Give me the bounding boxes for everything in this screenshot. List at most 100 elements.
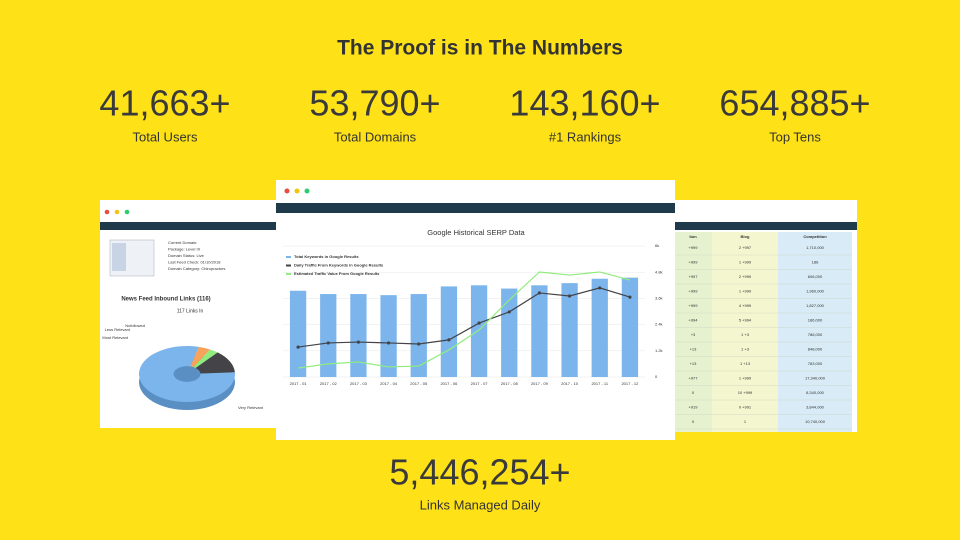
table-cell: 786,000 xyxy=(808,332,823,337)
legend-label: Total Keywords in Google Results xyxy=(294,254,359,259)
line-point xyxy=(537,291,542,295)
line xyxy=(298,287,631,348)
y-tick-label: 1.2k xyxy=(655,348,663,353)
pie-label: Less Relevant xyxy=(105,327,131,332)
x-tick-label: 2017 - 07 xyxy=(471,381,489,386)
legend-swatch xyxy=(286,256,291,258)
table-cell: +999 xyxy=(688,260,698,265)
stat-number: 143,160+ xyxy=(509,83,660,124)
y-tick-label: 4.8k xyxy=(655,269,663,274)
x-tick-label: 2017 - 05 xyxy=(410,381,428,386)
stat-label: #1 Rankings xyxy=(549,129,622,144)
table-cell: 1 +3 xyxy=(741,347,750,352)
table-cell: 186 xyxy=(812,260,819,265)
footer-label: Links Managed Daily xyxy=(420,497,541,512)
line-point xyxy=(296,345,300,349)
dot xyxy=(114,209,120,215)
pie-slice xyxy=(139,346,235,403)
table-cell: 606,000 xyxy=(808,274,823,279)
table-header: tion xyxy=(689,234,697,239)
table-cell: 2 +997 xyxy=(739,245,752,250)
table-cell: 5 +994 xyxy=(739,318,752,323)
table-cell: 1 +999 xyxy=(739,376,752,381)
bar xyxy=(561,283,578,377)
left-window: Current Domain:Package: Level IIIDomain … xyxy=(100,200,290,428)
pie-subtitle: 117 Links In xyxy=(177,308,204,314)
table-cell: 848,000 xyxy=(808,347,823,352)
stats: 41,663+ Total Users 53,790+ Total Domains 14… xyxy=(99,83,870,145)
line-point xyxy=(386,341,391,345)
dot xyxy=(124,209,130,215)
bar xyxy=(380,295,397,377)
table-cell: +13 xyxy=(690,361,698,366)
table-cell: 1 +3 xyxy=(741,332,750,337)
x-tick-label: 2017 - 09 xyxy=(531,381,549,386)
nav-bar xyxy=(100,222,290,230)
table-cell: 186,000 xyxy=(808,318,823,323)
table-cell: +999 xyxy=(688,289,698,294)
line-point xyxy=(628,295,632,299)
y-tick-label: 3.6k xyxy=(655,295,663,300)
table-cell: 1,710,000 xyxy=(806,245,825,250)
pie-label: Very Relevant xyxy=(238,405,264,410)
x-tick-label: 2017 - 04 xyxy=(380,381,398,386)
bar xyxy=(501,288,518,377)
y-tick-label: 2.4k xyxy=(655,322,663,327)
right-window: tion Blog Competition +999 2 +997 1,710,000 +9… xyxy=(660,200,857,432)
table-cell: 4 +999 xyxy=(739,303,752,308)
x-tick-label: 2017 - 08 xyxy=(501,381,519,386)
line-point xyxy=(326,341,330,345)
x-tick-label: 2017 - 03 xyxy=(350,381,368,386)
info-line: Last Feed Check: 01/10/2018 xyxy=(168,260,221,265)
column xyxy=(675,232,712,432)
legend-label: Estimated Traffic Value From Google Resu… xyxy=(294,271,380,276)
title: The Proof is in The Numbers xyxy=(337,37,623,60)
stat-label: Total Users xyxy=(132,129,198,144)
x-tick-label: 2017 - 11 xyxy=(591,381,608,386)
table-cell: +999 xyxy=(688,303,698,308)
line-point xyxy=(417,342,421,346)
x-tick-label: 2017 - 02 xyxy=(320,381,338,386)
pie-slice xyxy=(195,352,235,374)
column xyxy=(778,232,852,432)
table-cell: 10,740,000 xyxy=(805,419,826,424)
pie-title: News Feed Inbound Links (116) xyxy=(121,297,210,303)
y-tick-label: 0 xyxy=(655,374,658,379)
bar xyxy=(470,285,488,377)
info-line: Domain Category: Chiropractors xyxy=(168,266,225,271)
thumbnail xyxy=(112,243,126,271)
stat-number: 41,663+ xyxy=(99,83,230,124)
dot xyxy=(304,188,310,194)
dot xyxy=(104,209,110,215)
bar xyxy=(531,285,548,377)
footer-number: 5,446,254+ xyxy=(389,452,570,493)
pie-label: Most Relevant xyxy=(102,335,128,340)
line-point xyxy=(507,310,511,314)
column xyxy=(712,232,778,432)
x-tick-label: 2017 - 10 xyxy=(561,381,579,386)
nav-bar xyxy=(276,203,675,213)
table-cell: 8,340,000 xyxy=(806,390,825,395)
table-cell: 1,827,000 xyxy=(806,303,825,308)
table-cell: 0 +991 xyxy=(739,405,752,410)
table-cell: +3 xyxy=(691,332,696,337)
table-cell: 0 xyxy=(692,390,695,395)
stat-label: Total Domains xyxy=(334,129,417,144)
center-window: Google Historical SERP Data 0 1.2k 2.4k 3.6… xyxy=(276,180,675,440)
bar xyxy=(440,286,458,377)
table-cell: 1 +13 xyxy=(740,361,751,366)
table-cell: 1 +999 xyxy=(739,289,752,294)
stat-label: Top Tens xyxy=(769,129,821,144)
line-point xyxy=(356,340,361,344)
legend-swatch xyxy=(286,273,291,275)
chart-title: Google Historical SERP Data xyxy=(427,228,525,237)
table-cell: 1 xyxy=(744,419,747,424)
stat-number: 654,885+ xyxy=(719,83,870,124)
table-header: Blog xyxy=(741,234,750,239)
table-cell: +999 xyxy=(688,245,698,250)
legend-label: Daily Traffic From Keywords in Google Re… xyxy=(294,263,384,268)
dot xyxy=(294,188,300,194)
table-cell: +977 xyxy=(688,376,698,381)
bar xyxy=(320,294,337,377)
